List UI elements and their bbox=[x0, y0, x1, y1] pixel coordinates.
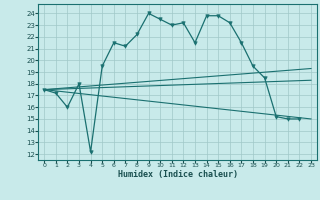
X-axis label: Humidex (Indice chaleur): Humidex (Indice chaleur) bbox=[118, 170, 238, 179]
